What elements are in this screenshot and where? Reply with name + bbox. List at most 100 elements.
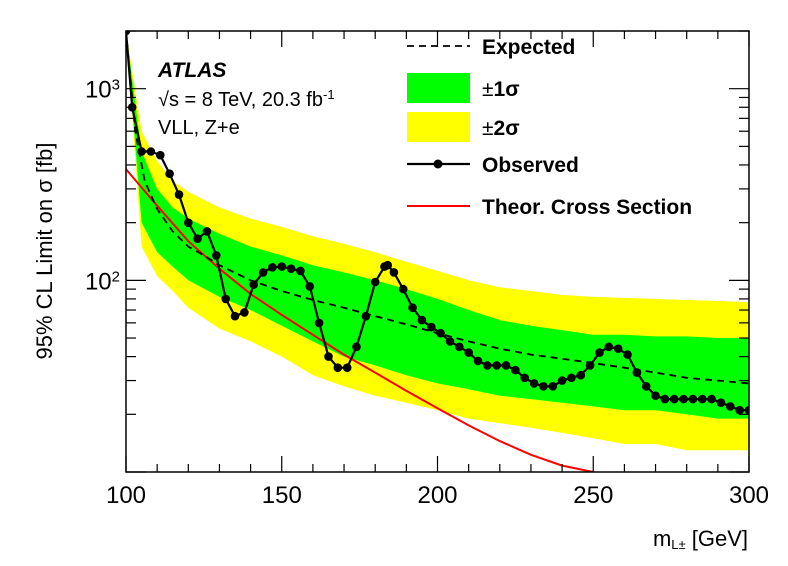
legend-two-sigma-num: 2σ xyxy=(494,117,520,140)
observed-point xyxy=(193,234,202,243)
observed-point xyxy=(501,361,511,370)
observed-point xyxy=(585,361,595,370)
observed-point xyxy=(483,361,492,370)
observed-point xyxy=(427,322,436,332)
observed-point xyxy=(286,264,296,274)
observed-point xyxy=(473,356,483,366)
observed-point xyxy=(165,169,174,178)
observed-point xyxy=(539,382,548,391)
energy-label-sup: -1 xyxy=(323,87,335,102)
observed-point xyxy=(679,394,688,404)
observed-point xyxy=(660,394,670,404)
observed-point xyxy=(417,315,427,325)
observed-point xyxy=(632,368,642,377)
observed-point xyxy=(174,190,184,199)
observed-point xyxy=(464,348,474,357)
y-tick-label: 103 xyxy=(85,76,120,104)
y-axis-title: 95% CL Limit on σ [fb] xyxy=(32,143,57,360)
observed-point xyxy=(305,282,315,291)
legend-theory-label: Theor. Cross Section xyxy=(482,196,692,219)
observed-point xyxy=(146,147,156,156)
observed-point xyxy=(137,147,146,156)
x-tick-label: 100 xyxy=(106,482,146,509)
legend-two-sigma-pm: ± xyxy=(482,117,494,140)
observed-point xyxy=(408,303,417,313)
legend-one-sigma-num: 1σ xyxy=(494,78,520,101)
energy-label: √s = 8 TeV, 20.3 fb-1 xyxy=(158,87,335,112)
x-axis-title-sub: L± xyxy=(671,537,685,552)
observed-point xyxy=(707,394,716,404)
observed-point xyxy=(623,350,632,359)
observed-point xyxy=(726,402,735,411)
observed-point xyxy=(212,251,221,260)
observed-point xyxy=(641,382,651,391)
x-tick-label: 200 xyxy=(417,482,457,509)
observed-point xyxy=(389,268,399,277)
observed-point xyxy=(258,268,268,277)
observed-point xyxy=(268,263,277,272)
observed-point xyxy=(249,280,258,289)
observed-point xyxy=(398,284,408,294)
x-tick-label: 250 xyxy=(573,482,613,509)
x-axis-title: mL± [GeV] xyxy=(653,526,748,552)
observed-point xyxy=(529,379,539,388)
plot-frame xyxy=(125,30,750,473)
legend-two-sigma-label: ±2σ xyxy=(482,117,520,140)
observed-point xyxy=(698,394,707,404)
y-tick-labels: 103 102 xyxy=(85,76,120,295)
observed-point xyxy=(126,31,131,36)
observed-point xyxy=(333,363,343,373)
legend: Expected ±1σ ±2σ Observed Theor. Cross S… xyxy=(407,36,692,219)
legend-one-sigma-pm: ± xyxy=(482,78,494,101)
observed-point xyxy=(576,370,586,380)
observed-point xyxy=(455,342,464,352)
observed-point xyxy=(688,394,698,404)
legend-observed-marker xyxy=(433,159,443,169)
observed-point xyxy=(511,365,520,375)
observed-point xyxy=(240,308,249,317)
legend-observed-label: Observed xyxy=(482,154,579,177)
observed-point xyxy=(567,373,576,383)
observed-point xyxy=(716,398,726,408)
observed-point xyxy=(669,394,679,404)
x-axis-title-unit: [GeV] xyxy=(686,526,748,551)
legend-one-sigma-swatch xyxy=(407,73,470,103)
observed-point xyxy=(184,218,193,227)
observed-points xyxy=(126,31,749,415)
legend-two-sigma-swatch xyxy=(407,112,470,142)
observed-point xyxy=(492,361,502,370)
x-tick-labels: 100 150 200 250 300 xyxy=(106,482,769,509)
x-axis-title-main: m xyxy=(653,526,671,551)
observed-point xyxy=(735,405,744,415)
channel-label: VLL, Z+e xyxy=(158,117,240,139)
observed-point xyxy=(651,391,660,401)
energy-label-main: √s = 8 TeV, 20.3 fb xyxy=(158,89,323,111)
observed-point xyxy=(520,373,529,383)
observed-point xyxy=(296,266,305,276)
observed-point xyxy=(277,262,287,271)
observed-point xyxy=(436,328,445,338)
observed-point xyxy=(744,405,749,415)
one-sigma-band xyxy=(126,31,749,419)
x-tick-label: 300 xyxy=(729,482,769,509)
observed-point xyxy=(383,260,393,270)
observed-point xyxy=(324,352,333,361)
observed-point xyxy=(557,376,567,385)
x-tick-label: 150 xyxy=(262,482,302,509)
observed-point xyxy=(613,344,623,354)
expected-limit-line xyxy=(126,31,749,385)
observed-point xyxy=(595,348,604,357)
observed-point xyxy=(342,363,352,373)
observed-point xyxy=(361,311,371,321)
observed-point xyxy=(445,337,455,346)
observed-point xyxy=(604,342,614,352)
legend-expected-label: Expected xyxy=(482,36,575,59)
observed-point xyxy=(314,318,324,328)
y-tick-label: 102 xyxy=(85,268,120,296)
observed-point xyxy=(548,382,558,391)
observed-point xyxy=(202,227,212,236)
observed-point xyxy=(370,277,380,287)
observed-point xyxy=(156,150,165,160)
observed-point xyxy=(230,311,240,321)
